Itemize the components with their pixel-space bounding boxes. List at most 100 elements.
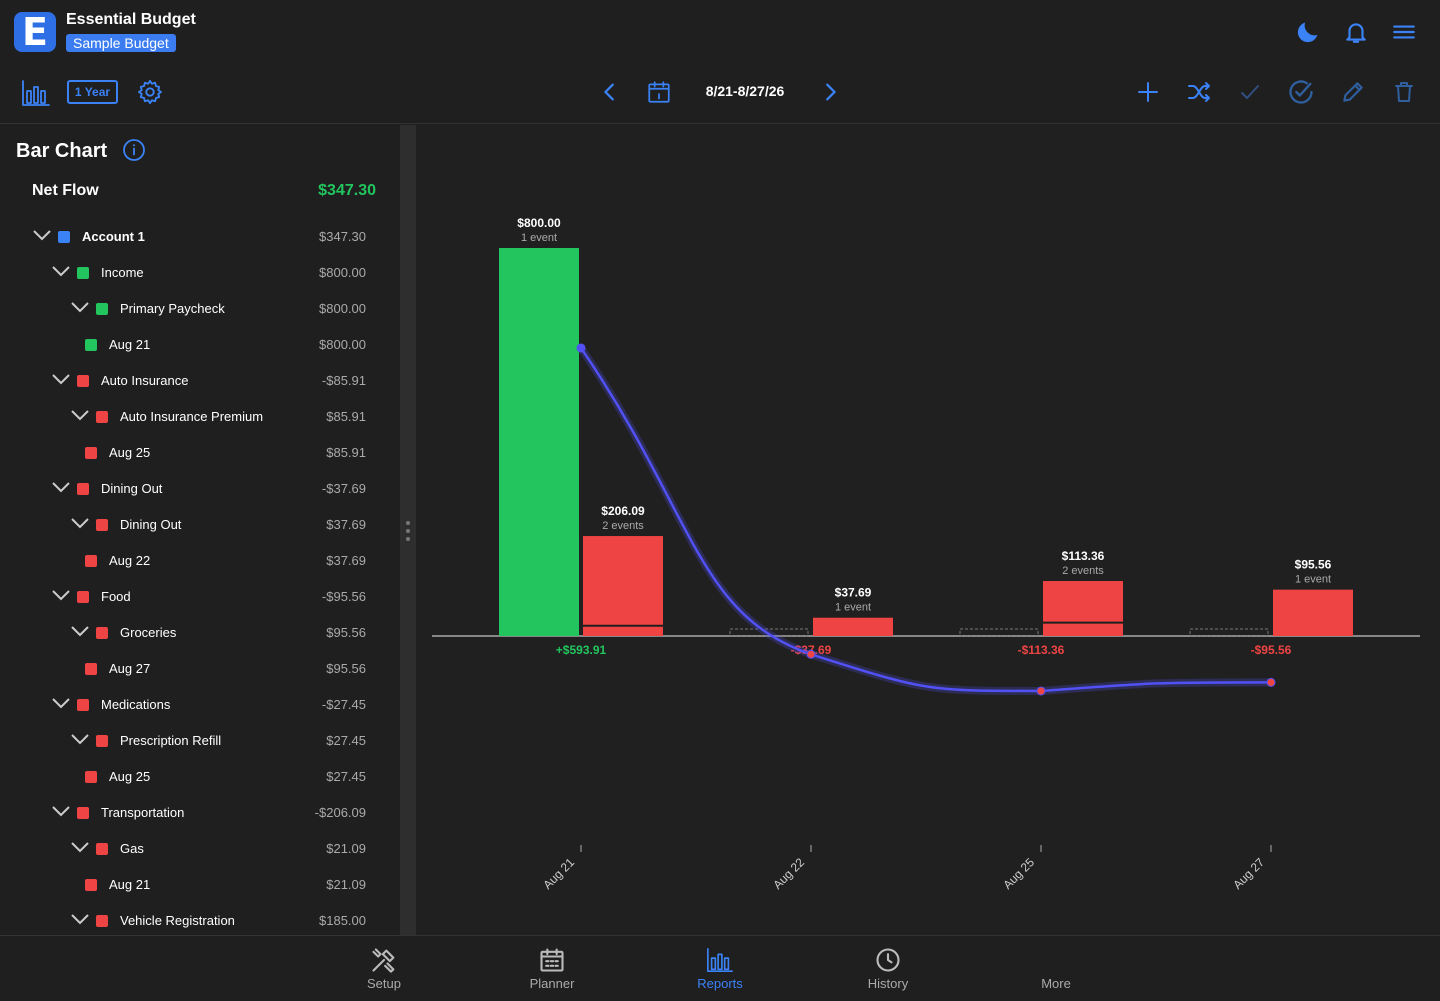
calendar-icon[interactable]	[644, 77, 674, 107]
tree-row[interactable]: Aug 21 $800.00	[0, 327, 400, 363]
tree-row-label: Aug 21	[109, 337, 151, 352]
tree-row[interactable]: Dining Out -$37.69	[0, 471, 400, 507]
tree-row-value: $347.30	[319, 229, 366, 244]
chevron-down-icon[interactable]	[32, 225, 52, 250]
delete-trash-icon[interactable]	[1390, 77, 1418, 107]
chevron-down-icon[interactable]	[51, 801, 71, 826]
edit-pencil-icon[interactable]	[1338, 77, 1368, 107]
info-icon[interactable]	[122, 138, 146, 167]
tab-reports[interactable]: Reports	[660, 936, 780, 1001]
reports-bar-chart-icon	[707, 947, 733, 973]
add-plus-icon[interactable]	[1134, 78, 1162, 106]
chevron-down-icon[interactable]	[70, 837, 90, 862]
tree-row-value: $21.09	[326, 841, 366, 856]
tree-row-label: Prescription Refill	[120, 733, 222, 748]
category-color-swatch	[77, 591, 89, 603]
tree-row[interactable]: Aug 21 $21.09	[0, 867, 400, 903]
trend-point	[806, 649, 816, 659]
chevron-down-icon[interactable]	[70, 297, 90, 322]
chevron-down-icon[interactable]	[70, 513, 90, 538]
bar-chart-svg: $800.00 1 event $206.09 2 events +$593.91 Aug…	[432, 216, 1420, 892]
app-title: Essential Budget	[66, 11, 196, 28]
settings-gear-icon[interactable]	[134, 76, 166, 108]
bar-value-label: $95.56	[1295, 558, 1332, 572]
tree-row[interactable]: Primary Paycheck $800.00	[0, 291, 400, 327]
category-color-swatch	[96, 411, 108, 423]
trend-line-glow	[577, 345, 1272, 695]
expense-bar	[813, 617, 893, 636]
check-icon[interactable]	[1236, 78, 1264, 106]
chevron-down-icon[interactable]	[51, 477, 71, 502]
period-button[interactable]: 1 Year	[67, 80, 118, 104]
tree-row-label: Aug 25	[109, 769, 151, 784]
tree-row[interactable]: Vehicle Registration $185.00	[0, 903, 400, 935]
category-color-swatch	[85, 339, 97, 351]
category-color-swatch	[96, 843, 108, 855]
tree-row-value: $37.69	[326, 517, 366, 532]
panel-resize-handle[interactable]	[400, 125, 416, 935]
tab-label: History	[867, 976, 909, 991]
tree-row[interactable]: Aug 22 $37.69	[0, 543, 400, 579]
tree-row[interactable]: Auto Insurance -$85.91	[0, 363, 400, 399]
chevron-down-icon[interactable]	[70, 405, 90, 430]
tab-more[interactable]: More	[996, 936, 1116, 1001]
tab-label: Setup	[367, 976, 401, 991]
tree-row-value: -$37.69	[321, 481, 366, 496]
tree-row-label: Auto Insurance	[101, 373, 189, 388]
chevron-down-icon[interactable]	[51, 369, 71, 394]
tree-row[interactable]: Prescription Refill $27.45	[0, 723, 400, 759]
tree-row[interactable]: Gas $21.09	[0, 831, 400, 867]
chevron-down-icon[interactable]	[51, 585, 71, 610]
tree-row[interactable]: Dining Out $37.69	[0, 507, 400, 543]
chevron-down-icon[interactable]	[70, 621, 90, 646]
tree-row[interactable]: Transportation -$206.09	[0, 795, 400, 831]
category-color-swatch	[85, 555, 97, 567]
chevron-down-icon[interactable]	[51, 693, 71, 718]
tree-row[interactable]: Aug 25 $85.91	[0, 435, 400, 471]
hamburger-menu-icon[interactable]	[1388, 16, 1420, 48]
tree-row-value: $27.45	[326, 769, 366, 784]
tree-row-value: $95.56	[326, 661, 366, 676]
tree-row-label: Dining Out	[120, 517, 182, 532]
tree-row-value: $85.91	[326, 409, 366, 424]
chevron-down-icon[interactable]	[70, 909, 90, 934]
tree-row[interactable]: Medications -$27.45	[0, 687, 400, 723]
tab-label: More	[1041, 976, 1071, 991]
tree-row[interactable]: Account 1 $347.30	[0, 219, 400, 255]
x-axis-label: Aug 21	[540, 855, 577, 892]
previous-period-chevron-icon[interactable]	[596, 78, 624, 106]
tab-history[interactable]: History	[828, 936, 948, 1001]
tree-row-value: -$27.45	[321, 697, 366, 712]
bar-chart-icon[interactable]	[20, 78, 52, 108]
report-tree-panel: Bar Chart Net Flow $347.30 Account 1 $347…	[0, 125, 400, 935]
tree-row-label: Aug 25	[109, 445, 151, 460]
tree-row[interactable]: Aug 25 $27.45	[0, 759, 400, 795]
tree-row[interactable]: Income $800.00	[0, 255, 400, 291]
bottom-tab-bar: Setup Planner Reports History More	[0, 935, 1440, 1000]
next-period-chevron-icon[interactable]	[816, 78, 844, 106]
category-color-swatch	[77, 807, 89, 819]
category-color-swatch	[96, 519, 108, 531]
chevron-down-icon[interactable]	[51, 261, 71, 286]
tab-setup[interactable]: Setup	[324, 936, 444, 1001]
category-color-swatch	[85, 663, 97, 675]
tab-planner[interactable]: Planner	[492, 936, 612, 1001]
budget-selector[interactable]: Sample Budget	[66, 34, 176, 52]
shuffle-icon[interactable]	[1184, 78, 1214, 106]
dark-mode-icon[interactable]	[1292, 16, 1324, 48]
bar-event-count: 1 event	[1295, 574, 1331, 586]
notifications-bell-icon[interactable]	[1340, 16, 1372, 48]
x-axis-label: Aug 25	[1000, 855, 1037, 892]
tree-row[interactable]: Auto Insurance Premium $85.91	[0, 399, 400, 435]
tree-row[interactable]: Food -$95.56	[0, 579, 400, 615]
category-color-swatch	[85, 447, 97, 459]
tree-row[interactable]: Groceries $95.56	[0, 615, 400, 651]
date-range-label[interactable]: 8/21-8/27/26	[705, 83, 785, 99]
category-color-swatch	[77, 483, 89, 495]
category-color-swatch	[77, 699, 89, 711]
check-circle-icon[interactable]	[1286, 77, 1316, 107]
income-bar	[499, 248, 579, 636]
tree-row-value: $37.69	[326, 553, 366, 568]
tree-row[interactable]: Aug 27 $95.56	[0, 651, 400, 687]
chevron-down-icon[interactable]	[70, 729, 90, 754]
